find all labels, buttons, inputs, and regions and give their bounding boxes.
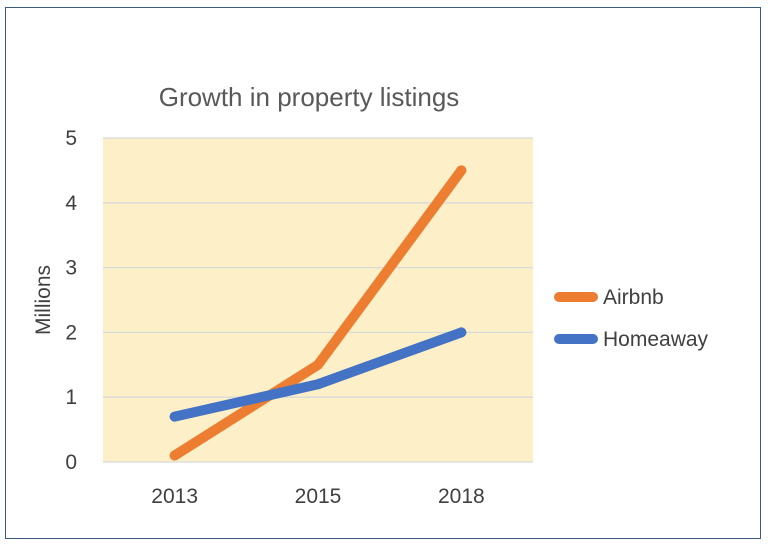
legend-label-homeaway: Homeaway <box>603 328 709 351</box>
chart-title: Growth in property listings <box>159 82 460 112</box>
y-axis-label: Millions <box>32 265 55 335</box>
y-tick-label: 4 <box>65 192 77 215</box>
x-tick-label: 2013 <box>151 485 198 508</box>
plot-area <box>103 138 533 462</box>
legend-label-airbnb: Airbnb <box>603 286 664 309</box>
x-tick-label: 2015 <box>295 485 342 508</box>
y-tick-label: 0 <box>65 451 77 474</box>
data-point-homeaway <box>456 327 467 338</box>
data-point-airbnb <box>456 165 467 176</box>
data-point-airbnb <box>169 450 180 461</box>
y-tick-label: 3 <box>65 257 77 280</box>
x-tick-label: 2018 <box>438 485 485 508</box>
data-point-airbnb <box>313 359 323 370</box>
y-tick-label: 5 <box>65 127 77 150</box>
y-tick-label: 1 <box>65 386 77 409</box>
y-tick-label: 2 <box>65 321 77 344</box>
data-point-homeaway <box>169 411 180 422</box>
data-point-homeaway <box>313 379 323 390</box>
